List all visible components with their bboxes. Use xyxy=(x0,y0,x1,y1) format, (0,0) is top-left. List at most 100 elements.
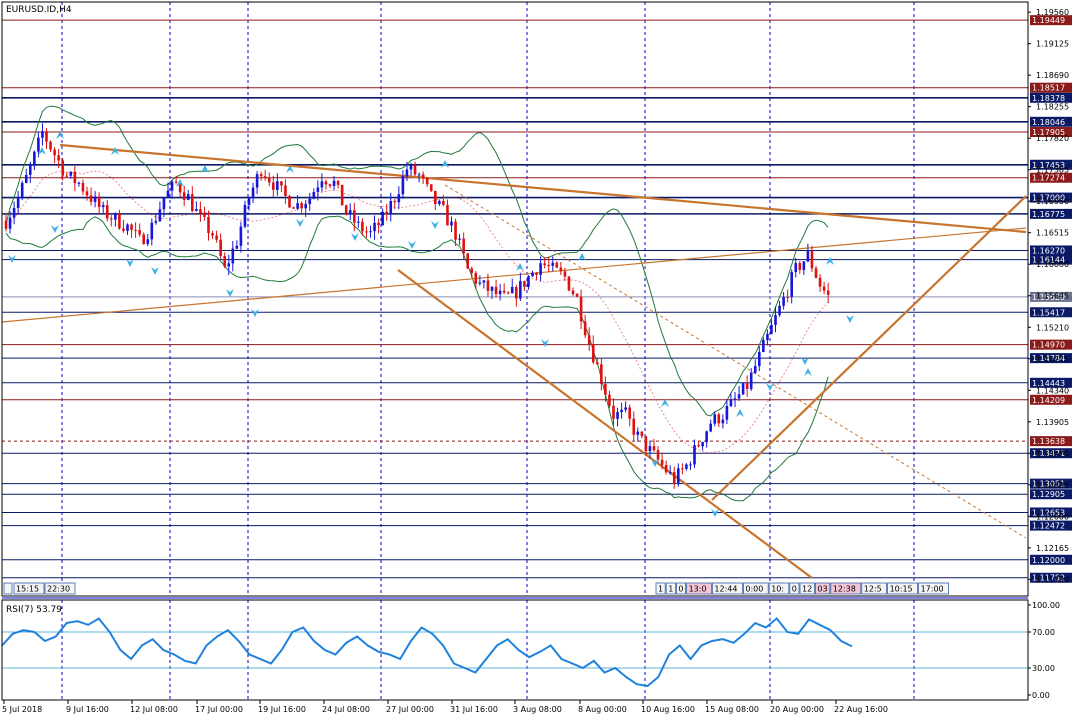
level-label-bg xyxy=(1030,159,1072,170)
level-label-bg xyxy=(1030,172,1072,183)
candle-body xyxy=(397,194,401,203)
candle-body xyxy=(118,213,121,229)
candle-body xyxy=(782,296,785,306)
fractal-up-marker xyxy=(661,399,669,407)
session-right-tab[interactable] xyxy=(686,582,712,595)
candle-body xyxy=(802,261,806,271)
session-right-tab-label[interactable]: 10: xyxy=(771,585,784,594)
session-right-tab[interactable] xyxy=(743,582,769,595)
candle-body xyxy=(61,160,64,176)
candle-body xyxy=(401,176,405,195)
candle-body xyxy=(693,445,696,465)
band-middle xyxy=(5,170,829,454)
candle-body xyxy=(636,431,640,435)
session-left-tab-label[interactable]: 22:30 xyxy=(47,585,70,594)
session-right-tab-label[interactable]: 13:0 xyxy=(689,585,707,594)
rsi-frame xyxy=(1,599,1029,701)
session-right-tab[interactable] xyxy=(815,582,831,595)
candle-body xyxy=(126,224,129,231)
candle-body xyxy=(405,169,409,177)
candle-body xyxy=(45,131,48,142)
candle-body xyxy=(470,268,474,274)
fractal-up-marker xyxy=(736,409,744,417)
candle-body xyxy=(89,195,93,202)
price-axis-label: 1.12165 xyxy=(1036,544,1069,553)
level-label-bg xyxy=(1030,208,1072,219)
level-label: 1.13471 xyxy=(1032,449,1065,458)
session-right-tab[interactable] xyxy=(918,582,949,595)
session-right-tab-label[interactable]: 0:00 xyxy=(745,585,763,594)
session-right-tab-label[interactable]: 1 xyxy=(658,585,663,594)
candle-body xyxy=(652,446,656,451)
session-right-tab[interactable] xyxy=(712,582,743,595)
candle-body xyxy=(640,431,644,437)
session-right-tab[interactable] xyxy=(861,582,887,595)
fractal-down-marker xyxy=(846,315,854,323)
candle-body xyxy=(600,364,603,384)
candle-body xyxy=(158,209,162,222)
candle-body xyxy=(591,344,595,363)
session-tabs[interactable]: 15:15 22:30 1 1 0 13:0 12:44 0:00 10: 0 12 03 12:38 1… xyxy=(3,582,949,595)
candle-body xyxy=(733,398,737,400)
level-label: 1.13638 xyxy=(1032,437,1065,446)
candle-body xyxy=(178,182,182,193)
trendline-dashed-projection xyxy=(444,184,1027,539)
fractal-up-marker xyxy=(176,179,184,187)
level-label-bg xyxy=(1030,127,1072,138)
session-right-tab[interactable] xyxy=(655,582,666,595)
session-right-tab-label[interactable]: 1 xyxy=(668,585,673,594)
candle-body xyxy=(296,203,299,209)
candle-body xyxy=(786,296,789,298)
candle-body xyxy=(810,251,814,269)
session-right-tab-label[interactable]: 12 xyxy=(802,585,812,594)
session-right-tab-label[interactable]: 03 xyxy=(817,585,827,594)
session-right-tab[interactable] xyxy=(789,582,800,595)
level-label: 1.15629 xyxy=(1032,293,1065,302)
fractal-down-marker xyxy=(801,357,809,365)
candle-body xyxy=(510,287,514,294)
candle-body xyxy=(774,315,777,325)
candle-body xyxy=(523,281,526,287)
candle-body xyxy=(535,272,538,275)
session-right-tab[interactable] xyxy=(676,582,687,595)
candle-body xyxy=(85,191,89,196)
candle-body xyxy=(543,263,546,266)
fractal-up-marker xyxy=(516,263,524,271)
session-right-tab[interactable] xyxy=(830,582,862,595)
session-right-tab-label[interactable]: 12:5 xyxy=(864,585,882,594)
candle-body xyxy=(211,232,214,236)
candle-body xyxy=(442,200,445,205)
candle-body xyxy=(660,459,664,466)
grid xyxy=(61,2,915,700)
candle-body xyxy=(721,419,725,424)
candle-body xyxy=(571,290,575,295)
session-right-tab-label[interactable]: 17:00 xyxy=(921,585,944,594)
level-label-bg xyxy=(1030,82,1072,93)
candle-body xyxy=(69,171,73,176)
candle-body xyxy=(567,276,571,291)
candle-body xyxy=(142,234,145,245)
session-right-tab-label[interactable]: 12:44 xyxy=(714,585,737,594)
session-left-tab[interactable] xyxy=(13,582,45,595)
session-right-tab-label[interactable]: 0 xyxy=(792,585,797,594)
level-label: 1.16144 xyxy=(1032,256,1065,265)
trendline-rising-support xyxy=(1,227,1027,323)
session-right-tab[interactable] xyxy=(768,582,790,595)
candle-body xyxy=(280,181,283,186)
candle-body xyxy=(223,256,226,267)
session-left-tab-label[interactable]: 15:15 xyxy=(16,585,39,594)
session-right-tab[interactable] xyxy=(887,582,918,595)
session-right-tab-label[interactable]: 10:15 xyxy=(890,585,913,594)
candle-body xyxy=(247,198,251,205)
candle-body xyxy=(527,276,530,287)
candle-body xyxy=(170,181,174,191)
candle-body xyxy=(798,263,802,271)
session-right-tab[interactable] xyxy=(799,582,815,595)
session-left-tab[interactable] xyxy=(44,582,76,595)
candle-body xyxy=(369,231,372,233)
level-label-bg xyxy=(1030,507,1072,518)
session-right-tab-label[interactable]: 0 xyxy=(678,585,683,594)
session-right-tab[interactable] xyxy=(665,582,676,595)
session-right-tab-label[interactable]: 12:38 xyxy=(833,585,856,594)
candle-body xyxy=(462,238,465,254)
